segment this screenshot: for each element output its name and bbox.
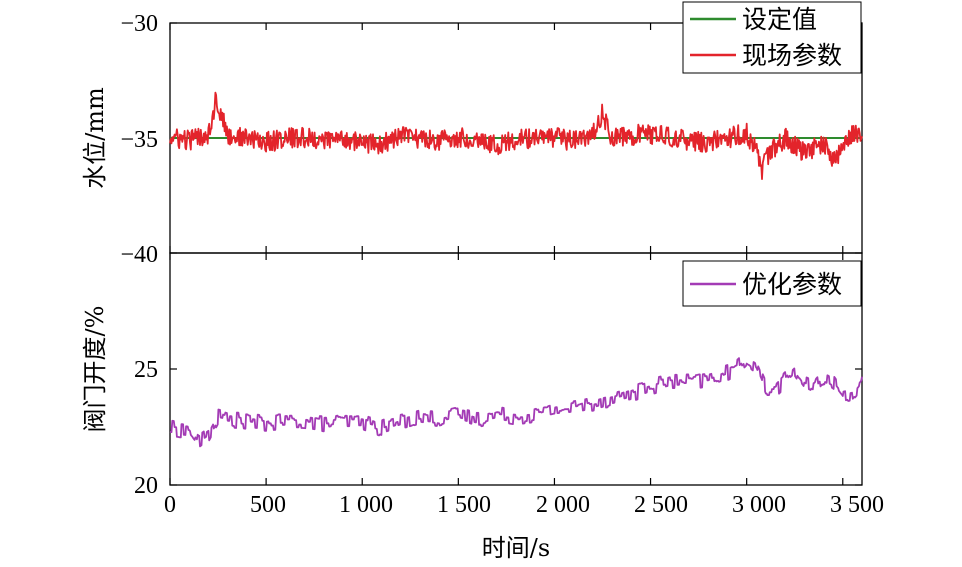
top-ylabel: 水位/mm — [81, 87, 109, 189]
tick-marks — [169, 22, 862, 486]
bottom-legend: 优化参数 — [682, 260, 862, 307]
legend-label-setpoint: 设定值 — [742, 5, 817, 34]
xtick-label-3: 1 500 — [437, 492, 491, 518]
ytick-label-top-0: −30 — [120, 11, 158, 37]
series-line-field — [169, 91, 863, 180]
xlabel: 时间/s — [482, 534, 550, 562]
ytick-label-bottom-0: 25 — [134, 357, 158, 383]
xtick-label-7: 3 500 — [830, 492, 884, 518]
xtick-label-1: 500 — [250, 492, 286, 518]
ytick-label-bottom-1: 20 — [134, 473, 158, 499]
xtick-label-6: 3 000 — [732, 492, 786, 518]
xtick-label-4: 2 000 — [536, 492, 590, 518]
ytick-label-top-2: −40 — [120, 242, 158, 268]
xtick-label-0: 0 — [164, 492, 176, 518]
top-legend: 设定值 现场参数 — [682, 1, 862, 74]
legend-label-field: 现场参数 — [742, 41, 842, 70]
xtick-label-2: 1 000 — [339, 492, 393, 518]
xtick-label-5: 2 500 — [634, 492, 688, 518]
series-line-optimized — [169, 357, 863, 448]
ytick-label-top-1: −35 — [120, 127, 158, 153]
legend-label-optimized: 优化参数 — [742, 270, 842, 299]
series-layer — [169, 91, 863, 448]
top-legend-box — [682, 1, 862, 74]
bottom-ylabel: 阀门开度/% — [81, 306, 109, 433]
